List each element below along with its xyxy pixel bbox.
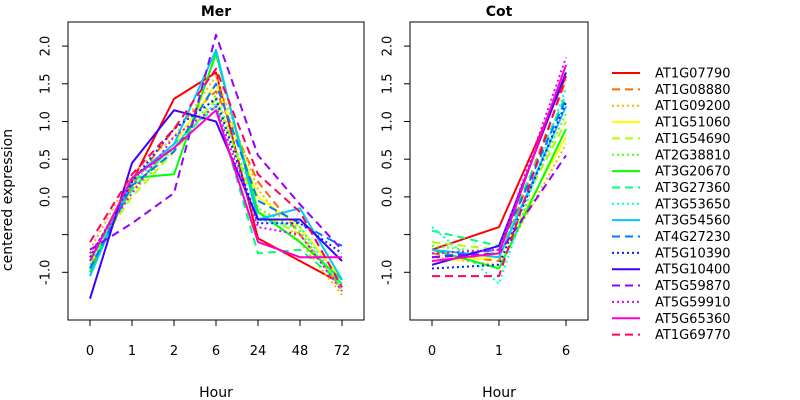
- y-tick-label: 0.0: [381, 187, 396, 208]
- series-line-at1g07790: [431, 75, 567, 251]
- legend-label: AT1G54690: [655, 132, 731, 147]
- y-tick-label: 0.5: [39, 149, 54, 170]
- x-tick-label: 6: [212, 344, 220, 359]
- legend-label: AT2G38810: [655, 148, 731, 163]
- x-tick-label: 24: [250, 344, 267, 359]
- legend-label: AT3G27360: [655, 181, 731, 196]
- x-tick-label: 1: [495, 344, 503, 359]
- x-tick-label: 6: [562, 344, 570, 359]
- legend-label: AT1G09200: [655, 99, 731, 114]
- series-line-at5g59870: [89, 33, 343, 251]
- series-line-at4g27230: [89, 82, 343, 269]
- series-line-at1g69770: [432, 75, 567, 278]
- legend-label: AT3G53650: [655, 197, 731, 212]
- series-line-at3g20670: [431, 128, 567, 270]
- x-tick-label: 0: [86, 344, 94, 359]
- series-line-at2g38810: [431, 113, 567, 255]
- legend-label: AT1G07790: [655, 67, 731, 82]
- panel-title: Mer: [201, 4, 231, 20]
- series-line-at5g65360: [89, 109, 342, 262]
- x-axis-label: Hour: [199, 385, 233, 400]
- legend-label: AT3G54560: [655, 214, 731, 229]
- legend-label: AT1G08880: [655, 83, 731, 98]
- series-line-at5g59910: [89, 105, 343, 292]
- y-tick-label: 0.5: [381, 149, 396, 170]
- series-line-at3g20670: [89, 52, 343, 281]
- legend-label: AT5G59910: [655, 295, 731, 310]
- y-tick-label: -1.0: [39, 260, 54, 285]
- legend-label: AT5G10390: [655, 246, 731, 261]
- legend-label: AT1G69770: [655, 328, 731, 343]
- legend-label: AT4G27230: [655, 230, 731, 245]
- series-line-at5g10400: [89, 109, 343, 299]
- x-tick-label: 2: [170, 344, 178, 359]
- x-axis-label: Hour: [482, 385, 516, 400]
- y-axis-label: centered expression: [0, 129, 16, 271]
- legend-label: AT5G59870: [655, 279, 731, 294]
- series-line-at5g10390: [89, 97, 343, 258]
- x-tick-label: 1: [128, 344, 136, 359]
- plot-frame-0: [67, 21, 365, 321]
- series-line-at1g69770: [89, 67, 343, 288]
- x-tick-label: 0: [428, 344, 436, 359]
- y-tick-label: 0.0: [39, 187, 54, 208]
- x-tick-label: 72: [334, 344, 351, 359]
- series-line-at3g54560: [431, 105, 567, 259]
- legend-label: AT5G10400: [655, 263, 731, 278]
- y-tick-label: 2.0: [39, 36, 54, 57]
- series-line-at5g65360: [431, 64, 567, 262]
- legend-label: AT5G65360: [655, 312, 731, 327]
- legend-label: AT1G51060: [655, 116, 731, 131]
- y-tick-label: -1.0: [381, 260, 396, 285]
- series-line-at4g27230: [431, 98, 567, 259]
- series-line-at3g53650: [431, 87, 567, 285]
- y-tick-label: 1.0: [39, 111, 54, 132]
- x-tick-label: 48: [292, 344, 309, 359]
- y-tick-label: 1.5: [39, 73, 54, 94]
- legend-label: AT3G20670: [655, 165, 731, 180]
- series-line-at3g53650: [89, 101, 343, 288]
- panel-title: Cot: [486, 4, 513, 20]
- y-tick-label: 1.5: [381, 73, 396, 94]
- y-tick-label: 2.0: [381, 36, 396, 57]
- series-line-at2g38810: [89, 94, 343, 292]
- y-tick-label: 1.0: [381, 111, 396, 132]
